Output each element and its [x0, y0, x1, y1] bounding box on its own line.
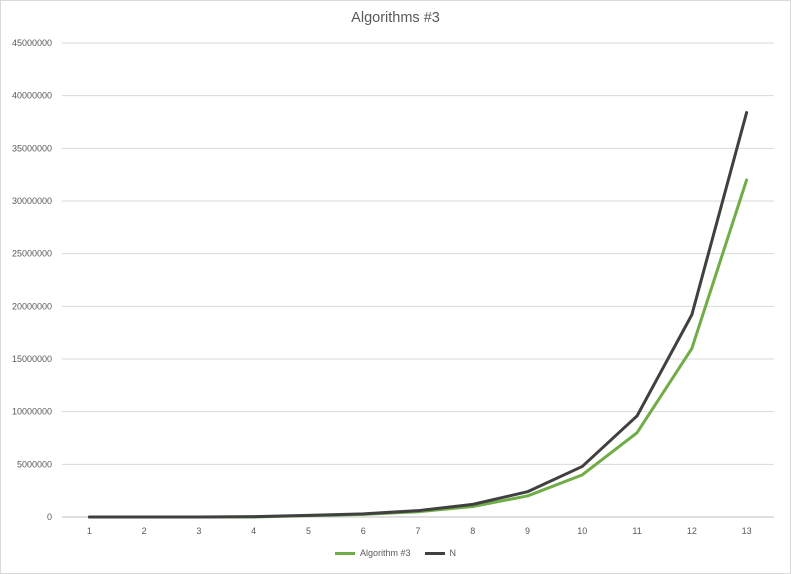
y-tick-label: 40000000: [12, 91, 52, 101]
legend-item: Algorithm #3: [334, 548, 411, 558]
series-line-1: [87, 178, 749, 519]
y-tick-label: 25000000: [12, 249, 52, 259]
y-tick-label: 0: [47, 512, 52, 522]
y-axis-ticks: 0 5000000 10000000 15000000 20000000 25000000…: [12, 38, 52, 522]
y-tick-label: 45000000: [12, 38, 52, 48]
legend-swatch: [424, 551, 445, 555]
x-tick-label: 4: [251, 526, 256, 536]
series-lines: [87, 111, 749, 519]
x-tick-label: 2: [142, 526, 147, 536]
gridlines: [62, 42, 774, 518]
x-tick-label: 10: [577, 526, 587, 536]
legend-label: Algorithm #3: [359, 548, 411, 558]
x-tick-label: 6: [361, 526, 366, 536]
x-tick-label: 12: [687, 526, 697, 536]
x-tick-label: 11: [632, 526, 641, 536]
y-tick-label: 20000000: [12, 301, 52, 311]
legend: Algorithm #3 N: [0, 548, 791, 558]
y-tick-label: 35000000: [12, 143, 52, 153]
legend-swatch: [334, 551, 355, 555]
x-axis-ticks: 1 2 3 4 5 6 7 8 9 10 11 12 13: [87, 526, 752, 536]
legend-item: N: [424, 548, 457, 558]
x-tick-label: 5: [306, 526, 311, 536]
x-tick-label: 13: [742, 526, 752, 536]
x-tick-label: 1: [87, 526, 92, 536]
y-tick-label: 5000000: [17, 459, 52, 469]
x-tick-label: 7: [415, 526, 420, 536]
x-tick-label: 3: [196, 526, 201, 536]
legend-label: N: [449, 548, 457, 558]
y-tick-label: 15000000: [12, 354, 52, 364]
y-tick-label: 30000000: [12, 196, 52, 206]
x-tick-label: 9: [525, 526, 530, 536]
y-tick-label: 10000000: [12, 407, 52, 417]
chart-title: Algorithms #3: [351, 10, 440, 26]
x-tick-label: 8: [470, 526, 475, 536]
series-line-2: [87, 111, 749, 519]
